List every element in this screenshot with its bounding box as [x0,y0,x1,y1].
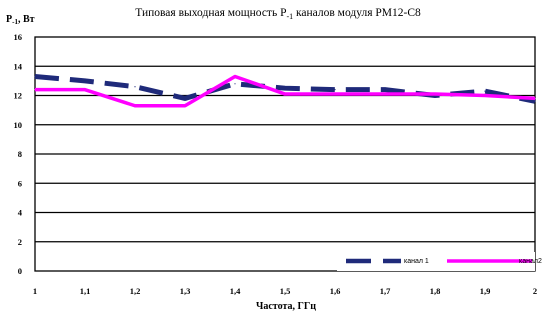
y-tick-4: 4 [18,208,23,218]
plot-area-border [34,36,536,272]
y-tick-6: 6 [18,178,22,188]
x-tick-1,3: 1,3 [180,286,191,296]
series-2-point-5 [284,93,286,95]
y-tick-labels: 0 2 4 6 8 10 12 14 16 [14,32,23,276]
x-tick-1,5: 1,5 [280,286,291,296]
series-2-point-3 [184,105,186,107]
y-tick-0: 0 [18,266,22,276]
series-1-point-5 [284,87,286,89]
series-1-point-2 [134,86,136,88]
y-tick-14: 14 [14,61,23,71]
y-tick-2: 2 [18,237,22,247]
legend-label-kanal1: канал 1 [404,258,429,265]
y-tick-16: 16 [14,32,23,42]
legend-box [337,252,535,271]
y-axis-label-rest: , Вт [18,14,35,25]
y-axis-label: P-1, Вт [6,14,35,26]
series-2-point-6 [334,93,336,95]
y-axis-label-main: P [6,14,12,25]
series-1-point-1 [84,80,86,82]
x-tick-1,9: 1,9 [480,286,491,296]
chart-title-subscript: -1 [286,12,293,21]
series-1-point-0 [34,75,36,78]
series-2-point-9 [484,94,486,97]
series-2-point-0 [34,89,36,91]
y-tick-10: 10 [14,120,23,130]
series-group [34,73,536,108]
y-axis-label-subscript: -1 [12,18,18,26]
x-axis-label: Частота, ГГц [256,301,316,312]
series-2-point-2 [134,105,136,107]
series-1-point-9 [484,90,486,92]
legend-label-kanal2: канал2 [519,258,542,265]
series-1-point-4 [234,83,236,85]
x-tick-1,2: 1,2 [130,286,141,296]
series-1-point-7 [384,89,386,91]
x-tick-2: 2 [533,286,537,296]
x-tick-1,1: 1,1 [80,286,91,296]
legend: канал 1 канал2 [337,252,542,271]
chart-title-main: Типовая выходная мощность P [135,7,286,19]
series-1-point-3 [184,97,186,100]
x-tick-1,6: 1,6 [330,286,341,296]
x-tick-1,4: 1,4 [230,286,241,296]
x-tick-1,7: 1,7 [380,286,391,296]
series-2-point-4 [234,75,236,78]
series-2-point-7 [384,93,386,95]
y-tick-12: 12 [14,91,23,101]
series-1-point-6 [334,89,336,91]
x-tick-1,8: 1,8 [430,286,441,296]
chart-title-rest: каналов модуля РМ12-С8 [293,7,421,19]
y-tick-8: 8 [18,149,22,159]
series-1-point-10 [534,100,536,102]
series-2-point-8 [434,93,436,95]
series-2-point-10 [534,97,536,100]
series-2-point-1 [84,89,86,91]
x-tick-labels: 1 1,1 1,2 1,3 1,4 1,5 1,6 1,7 1,8 1,9 2 [33,286,537,296]
x-tick-1: 1 [33,286,37,296]
chart-title: Типовая выходная мощность P-1 каналов мо… [135,7,421,21]
